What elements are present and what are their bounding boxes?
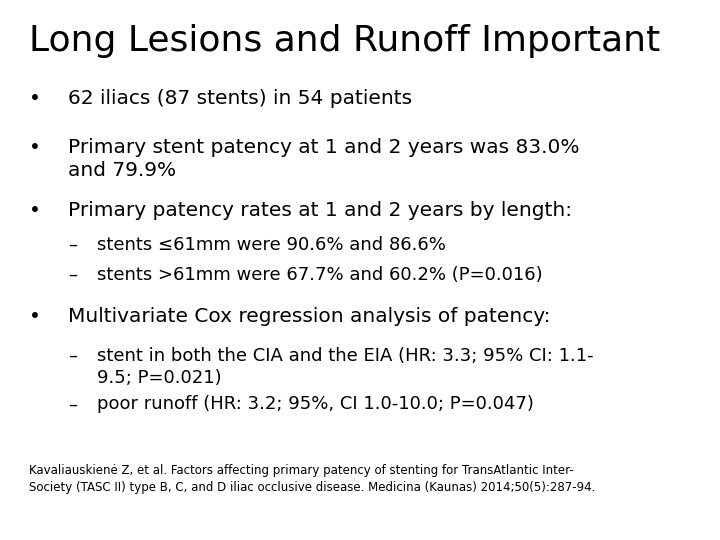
Text: •: • [29,89,40,108]
Text: –: – [68,347,78,365]
Text: Primary stent patency at 1 and 2 years was 83.0%
and 79.9%: Primary stent patency at 1 and 2 years w… [68,138,580,180]
Text: –: – [68,236,78,254]
Text: •: • [29,201,40,220]
Text: •: • [29,307,40,326]
Text: Long Lesions and Runoff Important: Long Lesions and Runoff Important [29,24,660,58]
Text: •: • [29,138,40,157]
Text: stent in both the CIA and the EIA (HR: 3.3; 95% CI: 1.1-
9.5; P=0.021): stent in both the CIA and the EIA (HR: 3… [97,347,594,387]
Text: stents >61mm were 67.7% and 60.2% (P=0.016): stents >61mm were 67.7% and 60.2% (P=0.0… [97,266,543,284]
Text: 62 iliacs (87 stents) in 54 patients: 62 iliacs (87 stents) in 54 patients [68,89,413,108]
Text: –: – [68,395,78,413]
Text: Kavaliauskienė Z, et al. Factors affecting primary patency of stenting for Trans: Kavaliauskienė Z, et al. Factors affecti… [29,464,595,494]
Text: stents ≤61mm were 90.6% and 86.6%: stents ≤61mm were 90.6% and 86.6% [97,236,446,254]
Text: poor runoff (HR: 3.2; 95%, CI 1.0-10.0; P=0.047): poor runoff (HR: 3.2; 95%, CI 1.0-10.0; … [97,395,534,413]
Text: Primary patency rates at 1 and 2 years by length:: Primary patency rates at 1 and 2 years b… [68,201,572,220]
Text: Multivariate Cox regression analysis of patency:: Multivariate Cox regression analysis of … [68,307,551,326]
Text: –: – [68,266,78,284]
